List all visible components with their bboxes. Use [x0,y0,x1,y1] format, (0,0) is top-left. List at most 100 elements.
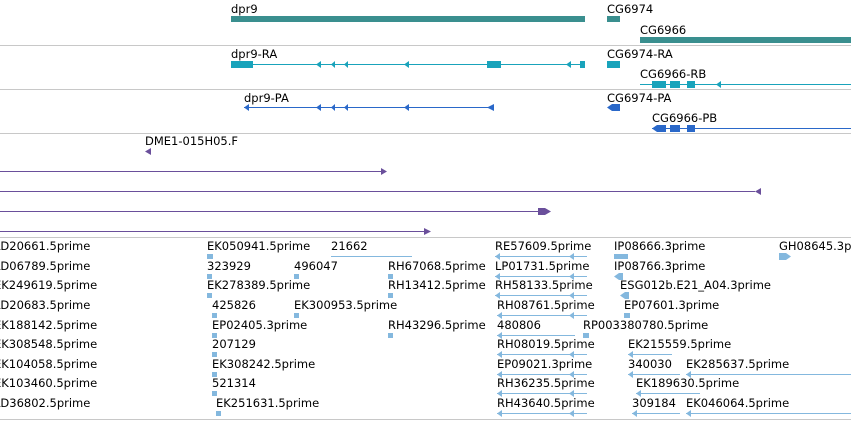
est-label: EK189630.5prime [636,376,739,390]
alignment-line[interactable] [0,188,761,195]
exon [687,81,695,88]
est-feature[interactable]: LD20683.5prime [0,298,90,312]
est-feature[interactable]: LD36802.5prime [0,396,90,410]
est-feature[interactable]: 340030 [628,357,680,378]
est-feature[interactable]: RH43296.5prime [388,318,486,338]
est-feature[interactable]: EK251631.5prime [216,396,319,416]
est-feature[interactable]: 309184 [632,396,680,417]
est-feature[interactable]: RH13412.5prime [388,278,486,298]
protein-feature[interactable]: CG6974-PA [607,91,672,111]
est-feature[interactable]: EP02405.3prime [212,318,307,338]
est-feature[interactable]: IP08766.3prime [614,259,705,280]
est-feature[interactable]: 425826 [212,298,256,318]
gene-bar[interactable] [231,16,585,22]
est-label: EP09021.3prime [497,357,592,371]
est-bar [207,254,213,259]
est-feature[interactable]: EK188142.5prime [0,318,97,332]
exon [487,104,494,111]
alignment-line[interactable] [0,208,551,215]
protein-track: dpr9-PA CG6974-PA CG6966-PB [244,91,851,132]
est-feature[interactable]: EK189630.5prime [636,376,739,397]
exon [344,104,348,111]
est-label: RH43296.5prime [388,318,486,332]
est-bar [614,254,628,259]
exon [331,61,335,68]
est-feature[interactable]: EK308548.5prime [0,337,97,351]
est-feature[interactable]: RH67068.5prime [388,259,486,279]
est-label: LD20683.5prime [0,298,90,312]
est-feature[interactable]: GH08645.3prime [779,239,851,260]
est-label: 521314 [212,376,256,390]
gene-feature[interactable]: CG6974 [607,2,653,22]
est-feature[interactable]: IP08666.3prime [614,239,705,259]
est-feature[interactable]: EK278389.5prime [207,278,310,298]
gene-label: dpr9 [231,2,258,16]
est-feature[interactable]: LP01731.5prime [495,259,589,280]
est-feature[interactable]: 207129 [212,337,256,357]
est-label: RH08761.5prime [497,298,595,312]
clone-arrow [145,148,151,155]
est-feature[interactable]: 480806 [497,318,575,339]
exon [331,104,335,111]
est-label: LP01731.5prime [495,259,589,273]
est-feature[interactable]: EK308242.5prime [212,357,315,377]
gene-bar[interactable] [607,16,620,22]
alignment-line[interactable] [0,228,431,235]
transcript-feature[interactable]: CG6974-RA [607,47,673,68]
est-feature[interactable]: LD06789.5prime [0,259,90,273]
est-label: EK050941.5prime [207,239,310,253]
est-feature[interactable]: EK050941.5prime [207,239,310,259]
est-label: EK285637.5prime [686,357,789,371]
exon [404,104,409,111]
gene-label: CG6966 [640,23,686,37]
est-feature[interactable]: EK249619.5prime [0,278,97,292]
gene-feature[interactable]: CG6966 [640,23,851,43]
est-label: 425826 [212,298,256,312]
est-feature[interactable]: EK046064.5prime [686,396,851,417]
est-label: 480806 [497,318,541,332]
est-feature[interactable]: 521314 [212,376,256,396]
est-feature[interactable]: RP003380780.5prime [583,318,708,338]
est-feature[interactable]: 496047 [294,259,338,279]
est-label: 340030 [628,357,672,371]
est-feature[interactable]: EP07601.3prime [624,298,719,318]
est-label: RH43640.5prime [497,396,595,410]
est-label: 309184 [632,396,676,410]
gene-bar[interactable] [640,37,851,43]
exon [580,61,585,68]
exon [607,61,620,68]
est-feature[interactable]: RH08761.5prime [497,298,595,319]
est-feature[interactable]: LD20661.5prime [0,239,90,253]
clone-feature[interactable]: DME1-015H05.F [145,134,238,155]
est-label: EK251631.5prime [216,396,319,410]
est-label: EK104058.5prime [0,357,97,371]
est-feature[interactable]: EK300953.5prime [294,298,397,318]
est-feature[interactable]: RE57609.5prime [495,239,591,260]
est-feature[interactable]: RH08019.5prime [497,337,595,358]
gene-track: dpr9 CG6974 CG6966 [231,2,851,43]
est-feature[interactable]: RH36235.5prime [497,376,595,397]
protein-feature[interactable]: dpr9-PA [244,91,494,111]
est-feature[interactable]: 21662 [331,239,412,257]
est-feature[interactable]: ESG012b.E21_A04.3prime [620,278,771,299]
est-feature[interactable]: EK285637.5prime [686,357,851,378]
est-feature[interactable]: 323929 [207,259,251,279]
est-label: RE57609.5prime [495,239,591,253]
est-feature[interactable]: EP09021.3prime [497,357,592,378]
est-track: LD20661.5prime EK050941.5prime 21662 RE5… [0,239,851,417]
exon [316,61,321,68]
transcript-feature[interactable]: CG6966-RB [640,67,851,88]
est-label: LD06789.5prime [0,259,90,273]
est-feature[interactable]: RH43640.5prime [497,396,595,417]
transcript-feature[interactable]: dpr9-RA [231,47,585,68]
est-feature[interactable]: RH58133.5prime [495,278,593,299]
est-label: 323929 [207,259,251,273]
est-feature[interactable]: EK104058.5prime [0,357,97,371]
protein-feature[interactable]: CG6966-PB [652,111,851,132]
est-feature[interactable]: EK215559.5prime [628,337,731,358]
exon [404,61,409,68]
gene-feature[interactable]: dpr9 [231,2,585,22]
est-feature[interactable]: EK103460.5prime [0,376,97,390]
alignment-line[interactable] [0,168,387,175]
